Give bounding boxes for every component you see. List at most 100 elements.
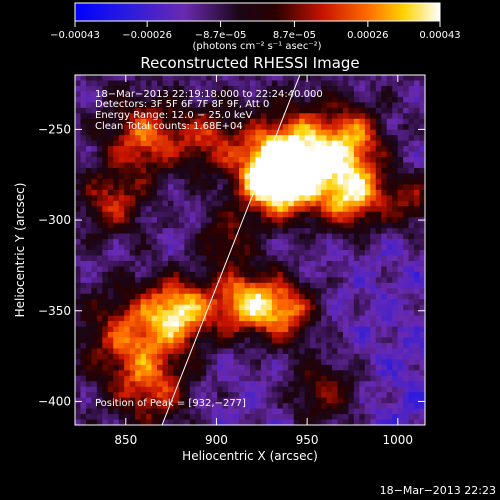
heatmap-cell	[80, 353, 87, 360]
heatmap-cell	[129, 299, 136, 306]
heatmap-cell	[326, 239, 333, 246]
heatmap-cell	[157, 337, 164, 344]
heatmap-cell	[370, 266, 377, 273]
heatmap-cell	[386, 167, 393, 175]
heatmap-cell	[293, 255, 300, 262]
heatmap-cell	[80, 304, 87, 311]
heatmap-cell	[403, 337, 410, 344]
heatmap-cell	[337, 200, 344, 207]
heatmap-cell	[397, 167, 404, 175]
heatmap-cell	[135, 315, 142, 322]
heatmap-cell	[255, 381, 262, 388]
heatmap-cell	[332, 255, 339, 262]
heatmap-cell	[255, 315, 262, 322]
heatmap-cell	[332, 129, 339, 136]
heatmap-cell	[359, 167, 366, 175]
heatmap-cell	[184, 364, 191, 371]
heatmap-cell	[310, 293, 317, 300]
heatmap-cell	[403, 146, 410, 153]
heatmap-cell	[342, 326, 350, 333]
heatmap-cell	[299, 157, 306, 164]
heatmap-cell	[381, 135, 388, 142]
heatmap-cell	[228, 173, 235, 180]
heatmap-cell	[255, 364, 262, 371]
heatmap-cell	[211, 178, 218, 185]
heatmap-cell	[408, 381, 415, 388]
heatmap-cell	[370, 85, 377, 93]
heatmap-cell	[206, 140, 213, 147]
heatmap-cell	[337, 178, 344, 185]
heatmap-cell	[332, 200, 339, 207]
heatmap-cell	[321, 282, 328, 289]
heatmap-cell	[195, 96, 202, 103]
heatmap-cell	[304, 260, 311, 268]
heatmap-cell	[157, 178, 164, 185]
heatmap-cell	[359, 96, 366, 103]
heatmap-cell	[244, 102, 251, 109]
heatmap-cell	[364, 189, 371, 196]
heatmap-cell	[266, 233, 273, 240]
heatmap-cell	[414, 96, 421, 103]
heatmap-cell	[146, 217, 153, 224]
heatmap-cell	[140, 337, 147, 344]
heatmap-cell	[200, 157, 207, 164]
heatmap-cell	[96, 80, 103, 87]
heatmap-cell	[337, 299, 344, 306]
heatmap-cell	[96, 282, 103, 289]
heatmap-cell	[419, 113, 425, 120]
heatmap-cell	[260, 419, 268, 425]
heatmap-cell	[189, 397, 196, 404]
heatmap-cell	[184, 419, 191, 425]
heatmap-cell	[107, 332, 114, 339]
heatmap-cell	[337, 113, 344, 120]
heatmap-cell	[386, 129, 393, 136]
heatmap-cell	[332, 260, 339, 268]
heatmap-cell	[282, 102, 289, 109]
heatmap-cell	[392, 381, 399, 388]
heatmap-cell	[222, 244, 229, 251]
heatmap-cell	[85, 392, 93, 399]
heatmap-cell	[359, 107, 366, 114]
heatmap-cell	[129, 91, 136, 98]
heatmap-cell	[173, 321, 180, 328]
heatmap-cell	[353, 271, 360, 278]
heatmap-cell	[288, 348, 295, 355]
heatmap-cell	[118, 195, 125, 202]
heatmap-cell	[271, 260, 278, 268]
heatmap-cell	[173, 250, 180, 257]
heatmap-cell	[293, 370, 300, 377]
heatmap-cell	[293, 135, 300, 142]
heatmap-cell	[239, 342, 246, 350]
heatmap-cell	[102, 348, 109, 355]
heatmap-cell	[195, 397, 202, 404]
heatmap-cell	[353, 255, 360, 262]
heatmap-cell	[277, 282, 284, 289]
heatmap-cell	[113, 282, 120, 289]
heatmap-cell	[250, 266, 257, 273]
heatmap-cell	[348, 206, 355, 213]
heatmap-cell	[282, 167, 289, 175]
heatmap-cell	[200, 293, 207, 300]
heatmap-cell	[266, 228, 273, 235]
heatmap-cell	[326, 162, 333, 169]
heatmap-cell	[293, 107, 300, 114]
heatmap-cell	[195, 228, 202, 235]
heatmap-cell	[348, 315, 355, 322]
heatmap-cell	[299, 282, 306, 289]
heatmap-cell	[151, 151, 158, 158]
heatmap-cell	[386, 403, 393, 410]
heatmap-cell	[157, 173, 164, 180]
heatmap-cell	[157, 403, 164, 410]
heatmap-cell	[403, 189, 410, 196]
heatmap-cell	[189, 260, 196, 268]
heatmap-cell	[124, 277, 131, 284]
heatmap-cell	[146, 239, 153, 246]
heatmap-cell	[403, 124, 410, 131]
heatmap-cell	[244, 255, 251, 262]
heatmap-cell	[157, 184, 164, 191]
heatmap-cell	[337, 282, 344, 289]
heatmap-cell	[375, 364, 382, 371]
heatmap-cell	[162, 80, 169, 87]
heatmap-cell	[299, 206, 306, 213]
heatmap-cell	[353, 107, 360, 114]
